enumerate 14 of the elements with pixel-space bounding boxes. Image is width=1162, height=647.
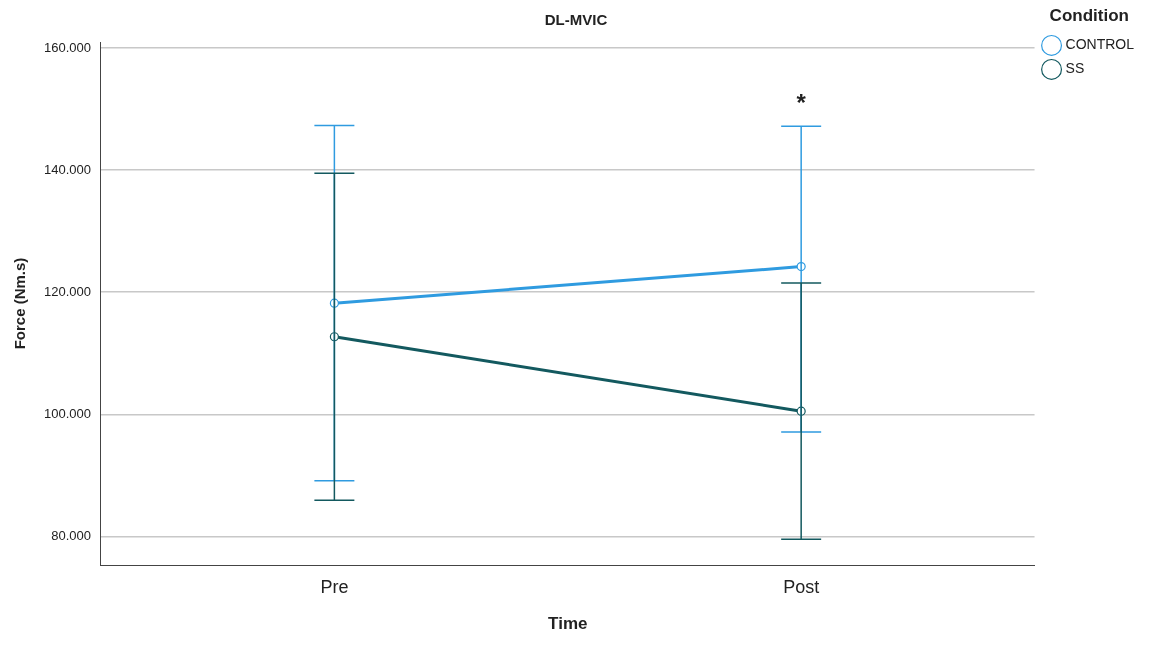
y-tick-label: 120.000: [43, 283, 91, 299]
y-tick-label: 80.000: [51, 527, 91, 543]
x-axis-title: Time: [548, 614, 588, 634]
x-tick-label: Pre: [320, 576, 349, 597]
chart-title: DL-MVIC: [544, 11, 608, 29]
legend-label: CONTROL: [1065, 36, 1135, 53]
x-tick-label: Post: [783, 576, 820, 597]
annotation: *: [796, 88, 807, 116]
y-axis-title: Force (Nm.s): [11, 257, 29, 350]
y-tick-label: 100.000: [43, 405, 91, 421]
y-tick-label: 140.000: [43, 161, 91, 177]
y-tick-label: 160.000: [43, 39, 91, 55]
legend-label: SS: [1065, 60, 1085, 77]
legend-title: Condition: [1049, 6, 1129, 26]
